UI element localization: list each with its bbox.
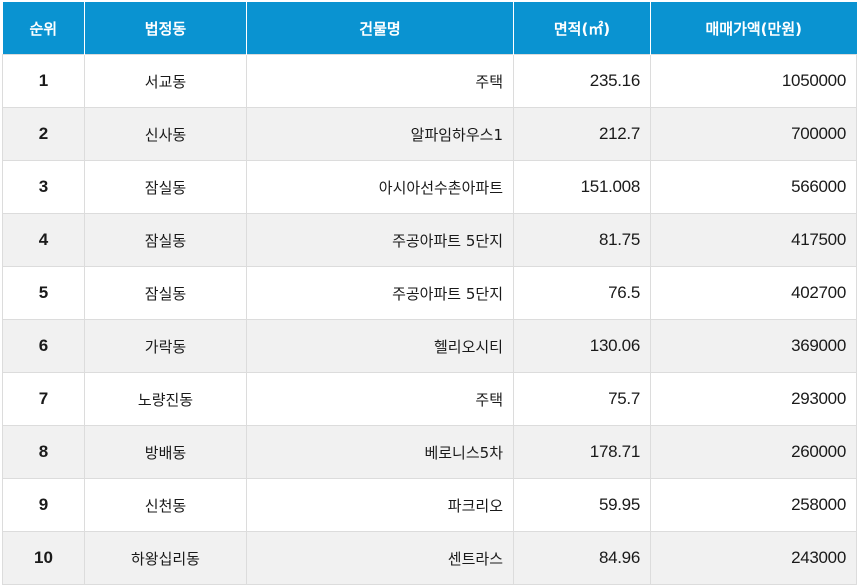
- table-row: 1 서교동 주택 235.16 1050000: [2, 54, 857, 108]
- table-row: 4 잠실동 주공아파트 5단지 81.75 417500: [2, 213, 857, 267]
- cell-building: 헬리오시티: [246, 319, 514, 373]
- cell-dong: 잠실동: [84, 160, 247, 214]
- cell-rank: 5: [2, 266, 85, 320]
- cell-price: 260000: [650, 425, 857, 479]
- cell-building: 파크리오: [246, 478, 514, 532]
- cell-price: 243000: [650, 531, 857, 585]
- table-row: 5 잠실동 주공아파트 5단지 76.5 402700: [2, 266, 857, 320]
- cell-rank: 2: [2, 107, 85, 161]
- cell-dong: 잠실동: [84, 266, 247, 320]
- cell-area: 235.16: [513, 54, 651, 108]
- cell-area: 59.95: [513, 478, 651, 532]
- table-row: 3 잠실동 아시아선수촌아파트 151.008 566000: [2, 160, 857, 214]
- header-price: 매매가액(만원): [650, 2, 857, 55]
- header-row: 순위 법정동 건물명 면적(㎡) 매매가액(만원): [2, 2, 857, 55]
- cell-building: 베로니스5차: [246, 425, 514, 479]
- header-dong: 법정동: [84, 2, 247, 55]
- cell-dong: 노량진동: [84, 372, 247, 426]
- cell-price: 258000: [650, 478, 857, 532]
- cell-area: 81.75: [513, 213, 651, 267]
- header-rank: 순위: [2, 2, 85, 55]
- table-row: 2 신사동 알파임하우스1 212.7 700000: [2, 107, 857, 161]
- cell-area: 75.7: [513, 372, 651, 426]
- table-row: 7 노량진동 주택 75.7 293000: [2, 372, 857, 426]
- cell-building: 주택: [246, 372, 514, 426]
- table-body: 1 서교동 주택 235.16 1050000 2 신사동 알파임하우스1 21…: [2, 54, 857, 585]
- cell-area: 178.71: [513, 425, 651, 479]
- cell-building: 알파임하우스1: [246, 107, 514, 161]
- header-area: 면적(㎡): [513, 2, 651, 55]
- cell-building: 아시아선수촌아파트: [246, 160, 514, 214]
- cell-building: 주택: [246, 54, 514, 108]
- table-row: 9 신천동 파크리오 59.95 258000: [2, 478, 857, 532]
- cell-area: 151.008: [513, 160, 651, 214]
- cell-price: 417500: [650, 213, 857, 267]
- cell-area: 76.5: [513, 266, 651, 320]
- cell-rank: 10: [2, 531, 85, 585]
- cell-rank: 3: [2, 160, 85, 214]
- cell-rank: 8: [2, 425, 85, 479]
- cell-dong: 방배동: [84, 425, 247, 479]
- cell-price: 566000: [650, 160, 857, 214]
- cell-area: 84.96: [513, 531, 651, 585]
- cell-rank: 7: [2, 372, 85, 426]
- cell-dong: 신사동: [84, 107, 247, 161]
- cell-area: 212.7: [513, 107, 651, 161]
- cell-dong: 하왕십리동: [84, 531, 247, 585]
- cell-building: 주공아파트 5단지: [246, 213, 514, 267]
- table-header: 순위 법정동 건물명 면적(㎡) 매매가액(만원): [2, 2, 857, 55]
- cell-building: 주공아파트 5단지: [246, 266, 514, 320]
- cell-rank: 4: [2, 213, 85, 267]
- table-row: 10 하왕십리동 센트라스 84.96 243000: [2, 531, 857, 585]
- cell-rank: 9: [2, 478, 85, 532]
- cell-price: 293000: [650, 372, 857, 426]
- table-row: 8 방배동 베로니스5차 178.71 260000: [2, 425, 857, 479]
- header-building: 건물명: [246, 2, 514, 55]
- cell-area: 130.06: [513, 319, 651, 373]
- table-row: 6 가락동 헬리오시티 130.06 369000: [2, 319, 857, 373]
- cell-dong: 가락동: [84, 319, 247, 373]
- cell-dong: 신천동: [84, 478, 247, 532]
- cell-rank: 1: [2, 54, 85, 108]
- cell-price: 700000: [650, 107, 857, 161]
- cell-price: 402700: [650, 266, 857, 320]
- cell-dong: 잠실동: [84, 213, 247, 267]
- cell-price: 1050000: [650, 54, 857, 108]
- cell-building: 센트라스: [246, 531, 514, 585]
- cell-dong: 서교동: [84, 54, 247, 108]
- cell-price: 369000: [650, 319, 857, 373]
- cell-rank: 6: [2, 319, 85, 373]
